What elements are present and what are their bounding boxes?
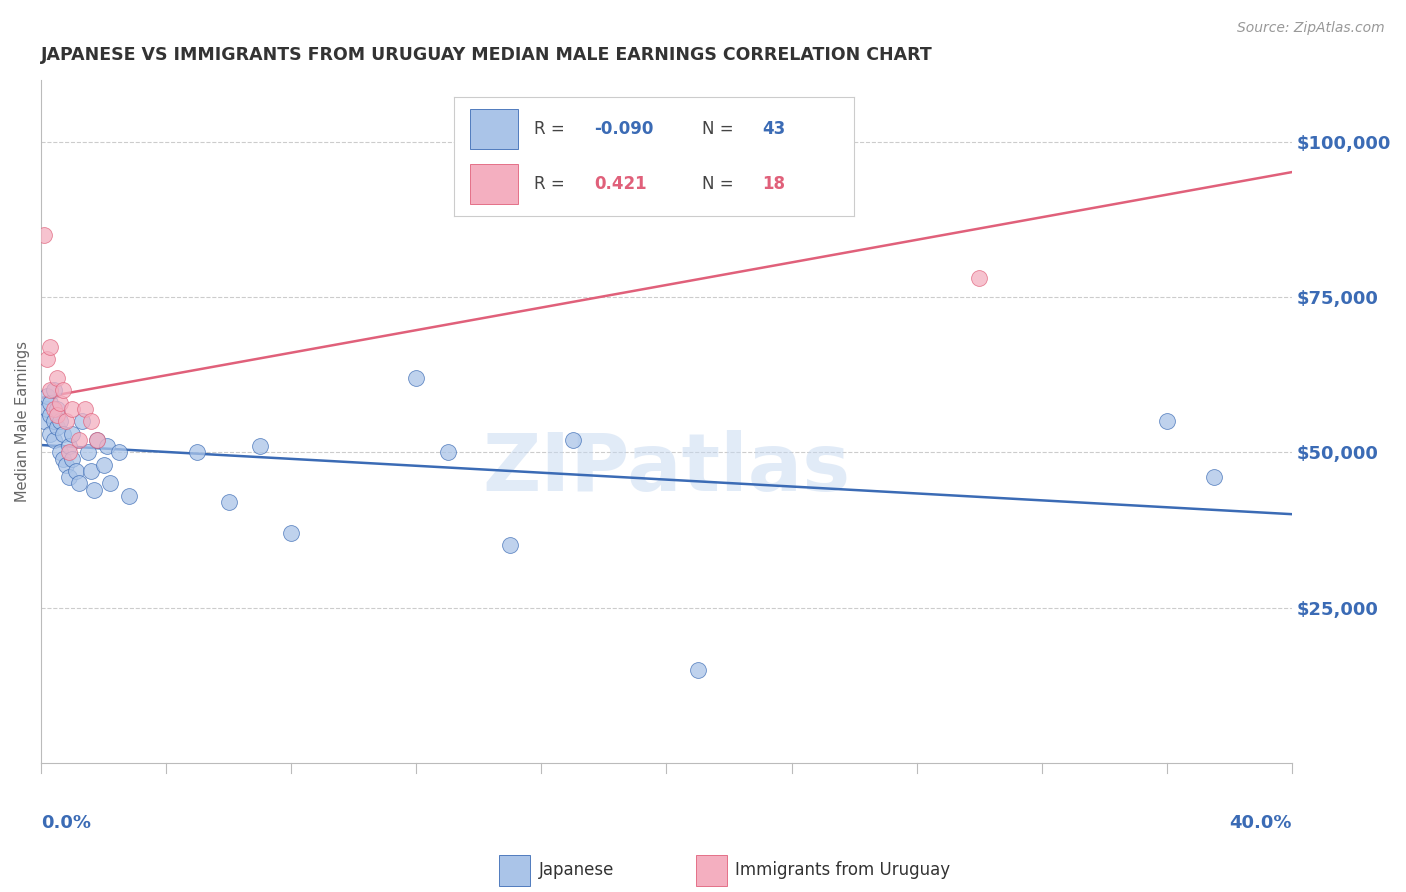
Point xyxy=(405,371,427,385)
Point xyxy=(42,433,65,447)
Point xyxy=(42,414,65,428)
Point xyxy=(73,401,96,416)
Point xyxy=(186,445,208,459)
Point xyxy=(86,433,108,447)
Point xyxy=(37,352,59,367)
Point xyxy=(37,389,59,403)
Text: Japanese: Japanese xyxy=(538,861,614,879)
Point xyxy=(811,178,834,193)
Text: 0.0%: 0.0% xyxy=(41,814,91,832)
Point xyxy=(67,476,90,491)
Y-axis label: Median Male Earnings: Median Male Earnings xyxy=(15,341,30,502)
Text: Immigrants from Uruguay: Immigrants from Uruguay xyxy=(735,861,950,879)
Point xyxy=(45,420,67,434)
Point xyxy=(108,445,131,459)
Point xyxy=(52,451,75,466)
Text: JAPANESE VS IMMIGRANTS FROM URUGUAY MEDIAN MALE EARNINGS CORRELATION CHART: JAPANESE VS IMMIGRANTS FROM URUGUAY MEDI… xyxy=(41,46,932,64)
Point xyxy=(39,383,62,397)
Point xyxy=(686,663,709,677)
Point xyxy=(1156,414,1178,428)
Point xyxy=(561,433,583,447)
Point xyxy=(67,433,90,447)
Text: Source: ZipAtlas.com: Source: ZipAtlas.com xyxy=(1237,21,1385,35)
Point xyxy=(39,426,62,441)
Point xyxy=(45,408,67,422)
Point xyxy=(52,426,75,441)
Point xyxy=(83,483,105,497)
Point xyxy=(42,401,65,416)
Point xyxy=(77,445,100,459)
Point xyxy=(280,526,302,541)
Point xyxy=(98,476,121,491)
Point xyxy=(45,371,67,385)
Point xyxy=(86,433,108,447)
Point xyxy=(118,489,141,503)
Point xyxy=(60,401,83,416)
Point xyxy=(37,401,59,416)
Point xyxy=(1202,470,1225,484)
Point xyxy=(52,383,75,397)
Point xyxy=(80,414,103,428)
Point xyxy=(39,395,62,409)
Point xyxy=(42,383,65,397)
Point xyxy=(49,395,72,409)
Point xyxy=(58,445,80,459)
Point xyxy=(96,439,118,453)
Point xyxy=(70,414,93,428)
Point xyxy=(93,458,115,472)
Point xyxy=(218,495,240,509)
Point xyxy=(32,227,55,242)
Point xyxy=(39,408,62,422)
Point xyxy=(436,445,458,459)
Text: 40.0%: 40.0% xyxy=(1229,814,1292,832)
Point xyxy=(45,401,67,416)
Point xyxy=(55,458,77,472)
Point xyxy=(499,539,522,553)
Point xyxy=(58,439,80,453)
Point xyxy=(49,414,72,428)
Point xyxy=(49,445,72,459)
Point xyxy=(60,451,83,466)
Point xyxy=(58,470,80,484)
Point xyxy=(39,340,62,354)
Point xyxy=(32,414,55,428)
Point xyxy=(80,464,103,478)
Point xyxy=(65,464,87,478)
Text: ZIPatlas: ZIPatlas xyxy=(482,430,851,508)
Point xyxy=(60,426,83,441)
Point xyxy=(967,271,990,285)
Point xyxy=(55,414,77,428)
Point xyxy=(249,439,271,453)
